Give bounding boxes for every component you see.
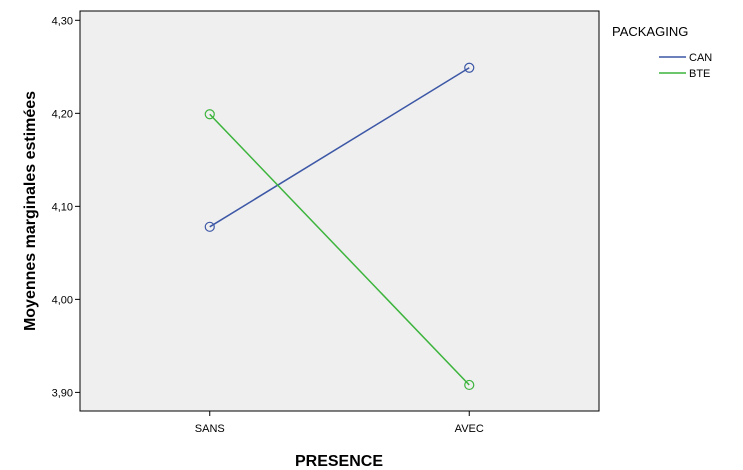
y-tick-label: 4,00	[52, 294, 73, 306]
series-line-can	[209, 67, 470, 228]
legend-items: CAN BTE	[659, 52, 712, 80]
y-tick-label: 4,30	[52, 15, 73, 27]
y-tick-label: 4,10	[52, 201, 73, 213]
data-point-bte	[464, 379, 475, 391]
x-axis: SANS AVEC	[195, 411, 484, 435]
plot-area	[79, 10, 600, 412]
series-line-bte	[209, 113, 470, 386]
legend-title: PACKAGING	[612, 24, 688, 39]
data-point-can	[204, 221, 215, 232]
data-point-can	[464, 62, 475, 73]
series-group	[204, 62, 475, 391]
x-tick-label: SANS	[195, 423, 225, 435]
data-point-bte	[204, 109, 215, 120]
legend: PACKAGING	[612, 24, 688, 39]
y-axis-title: Moyennes marginales estimées	[22, 91, 39, 331]
legend-label-bte: BTE	[689, 68, 710, 80]
legend-label-can: CAN	[689, 52, 712, 64]
y-tick-label: 3,90	[52, 387, 73, 399]
x-axis-title: PRESENCE	[295, 453, 383, 470]
x-tick-label: AVEC	[455, 423, 484, 435]
y-axis: 3,90 4,00 4,10 4,20 4,30	[52, 15, 80, 399]
y-tick-label: 4,20	[52, 108, 73, 120]
